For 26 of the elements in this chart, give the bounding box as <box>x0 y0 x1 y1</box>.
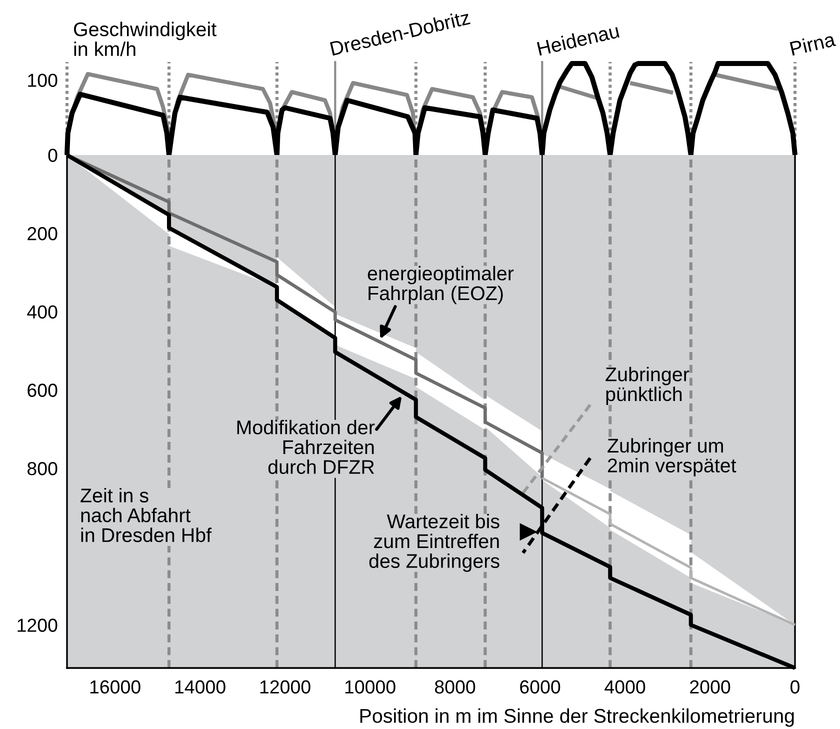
annotation: Wartezeit bis zum Eintreffen des Zubringers <box>369 514 500 572</box>
x-tick-label: 4000 <box>604 680 646 694</box>
x-axis-title: Position in m im Sinne der Streckenkilometrierung <box>360 708 794 727</box>
x-tick-label: 8000 <box>434 680 476 694</box>
y-axis-title: Zeit in s nach Abfahrt in Dresden Hbf <box>80 488 212 542</box>
y-tick-label: 400 <box>27 305 58 319</box>
y-axis-title: Geschwindigkeit in km/h <box>74 22 216 56</box>
annotation: energieoptimaler Fahrplan (EOZ) <box>368 266 514 304</box>
y-tick-label: 800 <box>28 462 58 476</box>
ref-line-label: Pirna <box>790 32 836 56</box>
y-tick-label: 200 <box>28 227 58 240</box>
y-tick-label: 1200 <box>18 618 58 632</box>
x-tick-label: 14000 <box>175 680 226 694</box>
x-tick-label: 0 <box>790 680 800 694</box>
annotation: Zubringer pünktlich <box>606 366 690 406</box>
y-tick-label: 100 <box>28 74 58 87</box>
x-tick-label: 10000 <box>345 680 396 694</box>
x-tick-label: 12000 <box>260 680 310 694</box>
y-tick-label: 0 <box>48 148 58 162</box>
annotation: Modifikation der Fahrzeiten durch DFZR <box>237 420 375 474</box>
x-tick-label: 6000 <box>520 680 560 694</box>
x-tick-label: 16000 <box>90 680 140 694</box>
annotation: Zubringer um 2min verspätet <box>608 438 736 476</box>
y-tick-label: 600 <box>28 384 58 397</box>
ref-line-label: Heidenau <box>536 23 620 56</box>
x-tick-label: 2000 <box>690 680 730 694</box>
